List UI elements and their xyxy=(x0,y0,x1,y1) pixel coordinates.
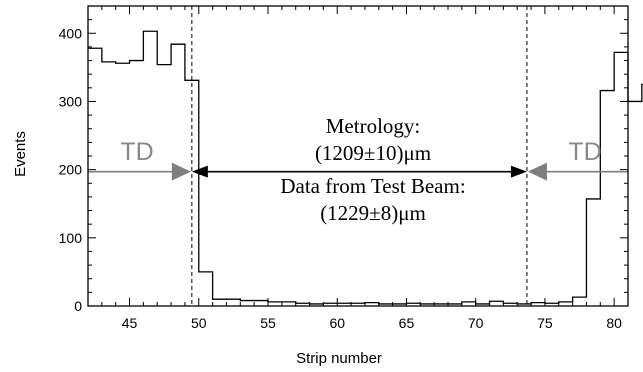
y-axis-title: Events xyxy=(12,131,29,177)
x-tick-label: 75 xyxy=(537,315,553,331)
test-beam-value: (1229±8)μm xyxy=(320,201,426,225)
measurement-arrow-head-left xyxy=(191,165,208,178)
plot-frame xyxy=(87,5,629,307)
x-tick-label: 50 xyxy=(191,315,207,331)
x-tick-labels: 45 50 55 60 65 70 75 80 xyxy=(122,315,622,331)
x-tick-label: 80 xyxy=(606,315,622,331)
y-tick-label: 100 xyxy=(59,230,83,246)
y-tick-label: 200 xyxy=(59,162,83,178)
annotation-arrows xyxy=(88,162,628,181)
td-arrow-right-head xyxy=(527,162,547,181)
td-label-left: TD xyxy=(120,138,153,166)
y-tick-label: 300 xyxy=(59,93,83,109)
y-tick-label: 0 xyxy=(74,298,82,314)
metrology-label: Metrology: xyxy=(326,114,421,138)
x-axis-title: Strip number xyxy=(296,350,382,367)
x-tick-label: 60 xyxy=(329,315,345,331)
histogram-line xyxy=(88,30,643,305)
y-tick-label: 400 xyxy=(59,25,83,41)
metrology-value: (1209±10)μm xyxy=(315,141,431,165)
x-tick-label: 45 xyxy=(122,315,138,331)
test-beam-label: Data from Test Beam: xyxy=(280,174,465,198)
td-label-right: TD xyxy=(568,138,601,166)
x-tick-label: 70 xyxy=(468,315,484,331)
x-tick-label: 55 xyxy=(260,315,276,331)
td-arrow-left-head xyxy=(171,162,191,181)
measurement-arrow-head-right xyxy=(510,165,527,178)
td-boundary-lines xyxy=(191,6,528,306)
y-tick-labels: 0 100 200 300 400 xyxy=(59,25,83,314)
x-tick-label: 65 xyxy=(399,315,415,331)
